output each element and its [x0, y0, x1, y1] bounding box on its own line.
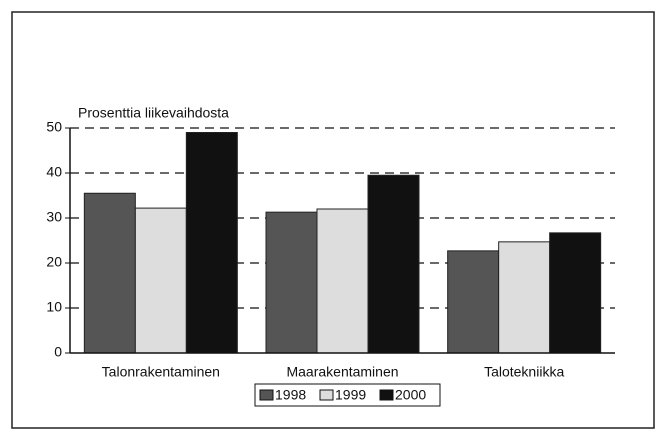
bar: [265, 211, 318, 354]
bar: [447, 250, 500, 354]
legend-swatch: [319, 389, 334, 401]
x-tick-label: Talotekniikka: [484, 364, 564, 380]
legend-label: 2000: [395, 387, 426, 403]
legend-swatch: [259, 389, 274, 401]
bar: [316, 208, 369, 354]
y-tick-label: 20: [46, 254, 62, 270]
bar: [367, 174, 420, 354]
y-axis-label: Prosenttia liikevaihdosta: [78, 105, 229, 121]
bar: [134, 207, 187, 354]
y-tick-label: 0: [54, 344, 62, 360]
y-tick-label: 40: [46, 164, 62, 180]
y-tick-label: 30: [46, 209, 62, 225]
bar: [549, 232, 602, 354]
legend-label: 1999: [335, 387, 366, 403]
y-tick-label: 50: [46, 119, 62, 135]
legend-label: 1998: [275, 387, 306, 403]
x-tick-label: Talonrakentaminen: [102, 364, 220, 380]
bar: [83, 192, 136, 354]
x-tick-label: Maarakentaminen: [286, 364, 398, 380]
bar: [185, 132, 238, 354]
legend-box: [254, 383, 441, 407]
legend-swatch: [379, 389, 394, 401]
bar: [498, 241, 551, 354]
frame: [11, 11, 655, 429]
y-tick-label: 10: [46, 299, 62, 315]
